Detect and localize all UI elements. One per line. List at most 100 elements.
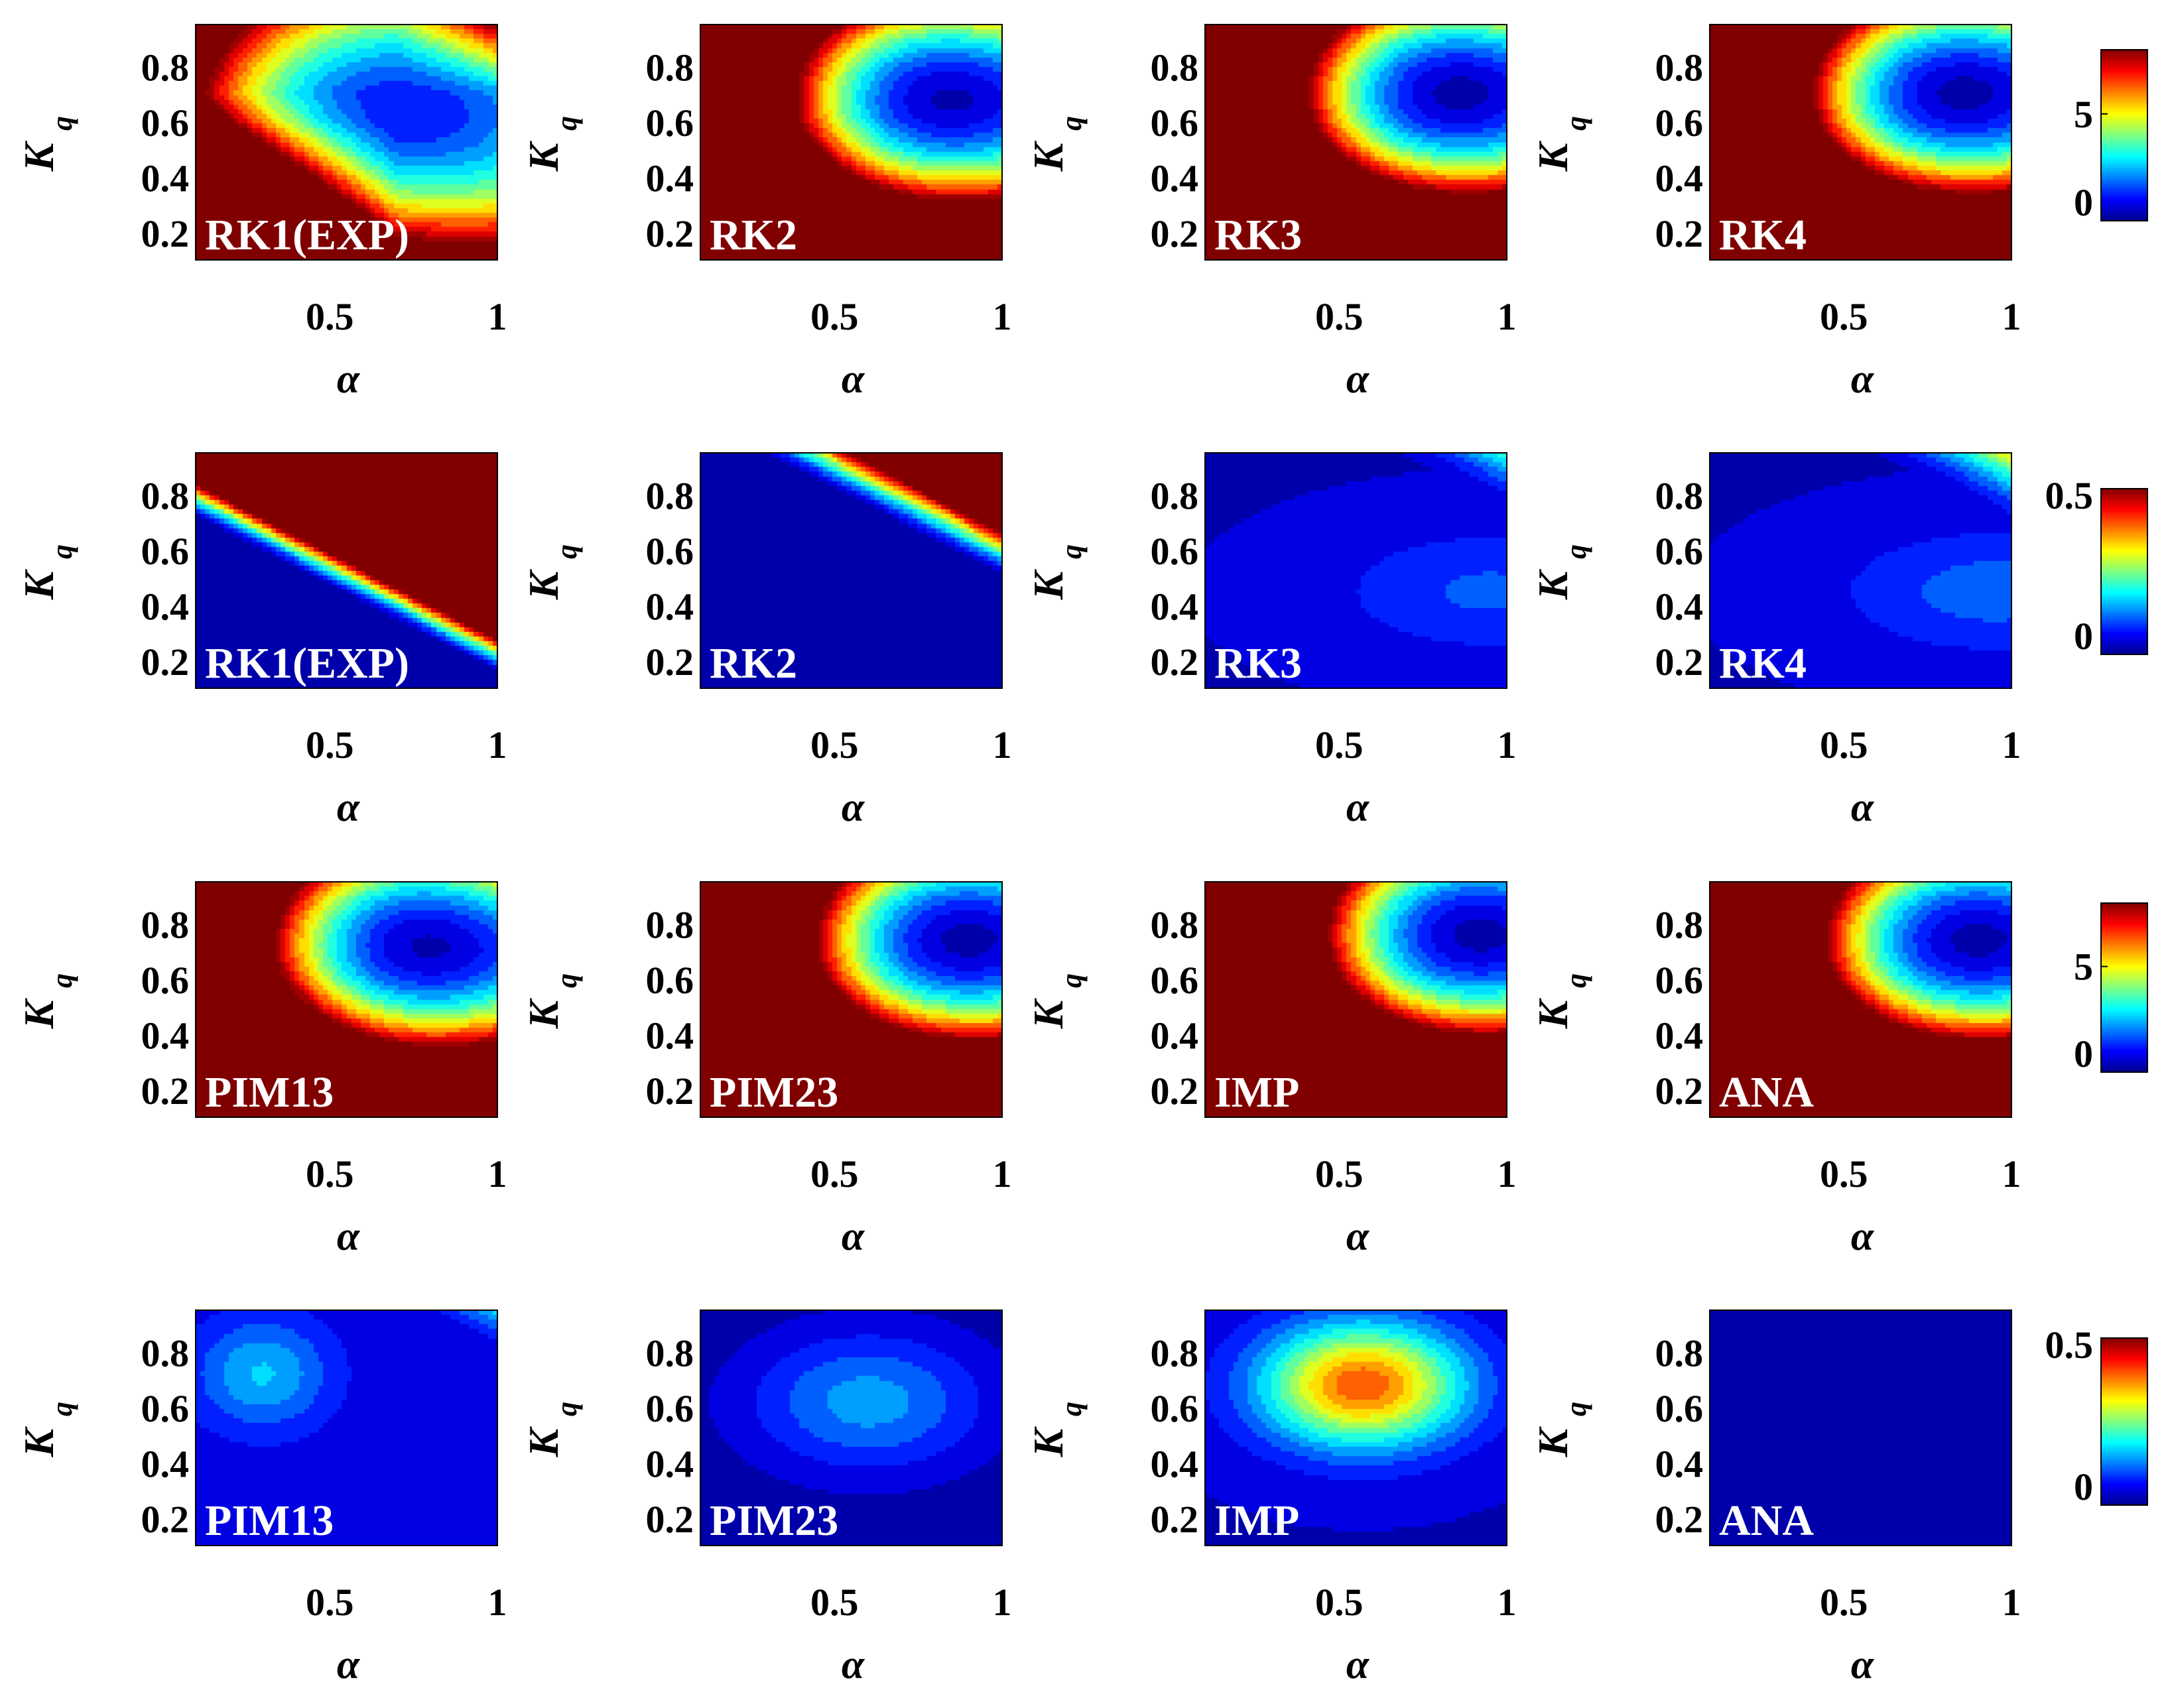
colorbar-tick-label: 0.5 [2045, 474, 2094, 517]
y-tick-label: 0.4 [1151, 157, 1199, 200]
colorbar-1: 0.50 [2045, 474, 2148, 658]
y-tick-label: 0.6 [1151, 1387, 1199, 1430]
panel-3-2: 0.8 0.6 0.4 0.2 0.5 1 α Kq IMP [1025, 1310, 1517, 1687]
y-tick-label: 0.4 [1655, 157, 1704, 200]
x-tick-label: 1 [993, 1152, 1012, 1195]
y-axis-label-sub: q [1560, 116, 1592, 131]
y-tick-label: 0.2 [1655, 640, 1704, 684]
plot-frame [1204, 24, 1507, 261]
panel-3-0: 0.8 0.6 0.4 0.2 0.5 1 α Kq PIM13 [15, 1310, 507, 1687]
y-axis-label: Kq [520, 1402, 583, 1457]
y-tick-label: 0.2 [1655, 212, 1704, 255]
x-tick-label: 1 [993, 723, 1012, 766]
y-axis-label-main: K [15, 997, 62, 1029]
x-axis-label: α [337, 357, 361, 402]
y-tick-label: 0.8 [1151, 1332, 1199, 1375]
x-tick-label: 1 [2002, 295, 2021, 338]
y-tick-label: 0.4 [141, 1443, 190, 1486]
y-axis-label-main: K [520, 140, 567, 172]
x-axis-label: α [842, 1214, 865, 1259]
panels-layer: 0.8 0.6 0.4 0.2 0.5 1 α Kq RK1(EXP) 0.8 0.6 0.4 0.2 0… [15, 24, 2021, 1687]
x-tick-label: 1 [488, 1152, 507, 1195]
y-axis-label-sub: q [46, 1402, 78, 1416]
x-tick-label: 1 [1498, 1581, 1517, 1624]
y-tick-label: 0.2 [141, 1069, 190, 1113]
x-tick-label: 0.5 [306, 1152, 354, 1195]
method-label: PIM13 [205, 1496, 334, 1545]
y-axis-label-sub: q [550, 1402, 583, 1416]
y-tick-label: 0.4 [646, 1443, 694, 1486]
colorbar-2: 50 [2074, 902, 2148, 1075]
y-axis-label-main: K [520, 1426, 567, 1457]
y-axis-label-main: K [1529, 140, 1576, 172]
y-axis-label: Kq [15, 544, 78, 600]
y-tick-label: 0.6 [1151, 101, 1199, 145]
y-axis-label-sub: q [1560, 544, 1592, 559]
heatmap-field [1710, 1310, 2011, 1546]
x-axis-label: α [842, 357, 865, 402]
x-axis-label: α [337, 785, 361, 830]
panel-0-3: 0.8 0.6 0.4 0.2 0.5 1 α Kq RK4 [1529, 24, 2021, 402]
x-tick-label: 0.5 [1315, 295, 1364, 338]
y-tick-label: 0.8 [141, 904, 190, 947]
method-label: RK3 [1214, 211, 1302, 259]
x-tick-label: 0.5 [810, 295, 859, 338]
x-tick-label: 1 [488, 1581, 507, 1624]
plot-frame [700, 24, 1003, 261]
heatmap-field [196, 882, 497, 1117]
y-axis-label: Kq [1025, 1402, 1088, 1457]
colorbar-tick-label: 5 [2074, 93, 2093, 136]
y-tick-label: 0.2 [1151, 1069, 1199, 1113]
x-tick-label: 0.5 [810, 1581, 859, 1624]
y-tick-label: 0.8 [141, 475, 190, 518]
method-label: PIM23 [710, 1068, 838, 1117]
y-tick-label: 0.2 [646, 640, 694, 684]
y-tick-label: 0.6 [141, 959, 190, 1002]
y-tick-label: 0.2 [141, 640, 190, 684]
method-label: RK1(EXP) [205, 639, 409, 688]
y-tick-label: 0.6 [646, 530, 694, 573]
method-label: RK1(EXP) [205, 211, 409, 259]
y-axis-label-sub: q [46, 544, 78, 559]
y-tick-label: 0.6 [1655, 530, 1704, 573]
method-label: RK2 [710, 639, 797, 688]
y-axis-label: Kq [520, 544, 583, 600]
y-axis-label: Kq [15, 1402, 78, 1457]
method-label: ANA [1719, 1068, 1814, 1117]
x-tick-label: 1 [488, 295, 507, 338]
y-axis-label: Kq [1025, 116, 1088, 172]
y-tick-label: 0.4 [141, 157, 190, 200]
y-tick-label: 0.4 [1655, 1014, 1704, 1058]
x-tick-label: 1 [488, 723, 507, 766]
heatmap-field [196, 25, 497, 260]
panel-2-0: 0.8 0.6 0.4 0.2 0.5 1 α Kq PIM13 [15, 881, 507, 1259]
y-tick-label: 0.4 [1151, 1014, 1199, 1058]
plot-frame [1709, 881, 2012, 1118]
plot-frame [1709, 24, 2012, 261]
x-tick-label: 1 [2002, 723, 2021, 766]
y-tick-label: 0.6 [646, 959, 694, 1002]
method-label: PIM13 [205, 1068, 334, 1117]
plot-frame [1204, 881, 1507, 1118]
y-tick-label: 0.8 [1151, 46, 1199, 90]
heatmap-field [196, 1310, 497, 1546]
x-axis-label: α [1346, 1214, 1370, 1259]
y-axis-label: Kq [1529, 1402, 1592, 1457]
y-tick-label: 0.8 [1655, 904, 1704, 947]
x-tick-label: 1 [2002, 1581, 2021, 1624]
heatmap-field [1205, 25, 1507, 260]
plot-frame [195, 24, 498, 261]
y-axis-label: Kq [520, 116, 583, 172]
plot-frame [700, 452, 1003, 689]
y-axis-label-main: K [1529, 1426, 1576, 1457]
y-tick-label: 0.2 [1151, 640, 1199, 684]
colorbar-3: 0.50 [2045, 1323, 2148, 1508]
y-tick-label: 0.8 [646, 904, 694, 947]
y-axis-label: Kq [1025, 544, 1088, 600]
x-axis-label: α [842, 1642, 865, 1687]
y-axis-label: Kq [1529, 973, 1592, 1029]
y-tick-label: 0.4 [1655, 1443, 1704, 1486]
panel-0-2: 0.8 0.6 0.4 0.2 0.5 1 α Kq RK3 [1025, 24, 1517, 402]
x-axis-label: α [337, 1642, 361, 1687]
